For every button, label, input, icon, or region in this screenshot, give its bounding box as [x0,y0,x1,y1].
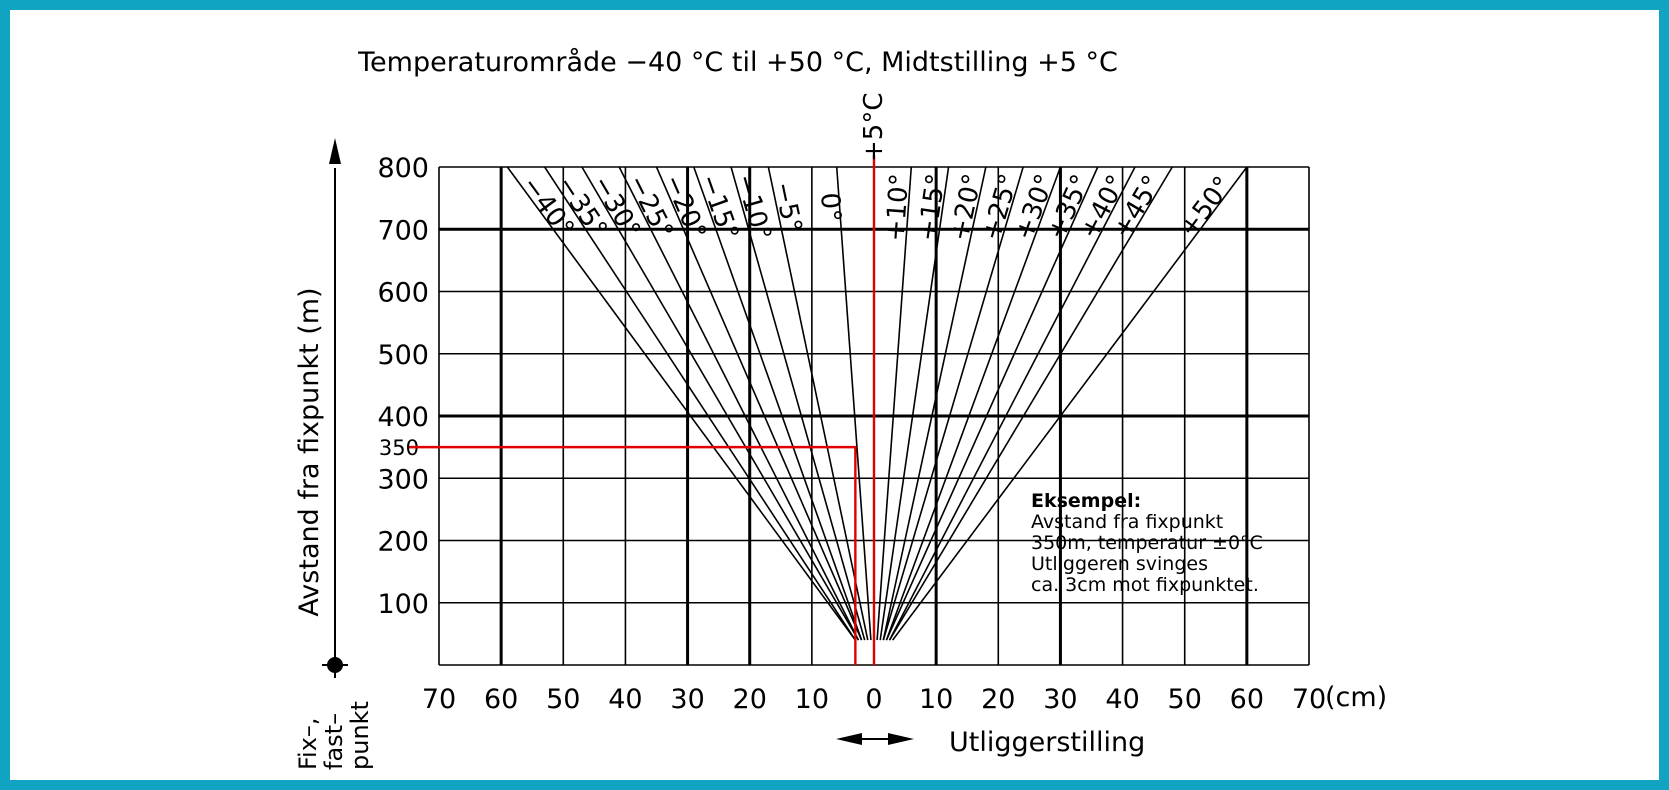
temperature-line [892,167,1248,641]
temperature-line [730,167,866,641]
origin-label-line-1: Fix–, [294,717,322,770]
midpoint-label: +5°C [859,93,889,162]
x-tick-label: 60 [1230,684,1264,715]
origin-label-line-2: fast– [320,713,348,770]
x-tick-label: 30 [670,684,704,715]
chart-title: Temperaturområde −40 °C til +50 °C, Midt… [357,47,1118,78]
x-tick-label: 60 [484,684,518,715]
example-line-5: ca. 3cm mot fixpunktet. [1031,574,1259,596]
example-line-2: Avstand fra fixpunkt [1031,511,1223,533]
x-tick-labels: 70 60 50 40 30 20 10 0 10 20 30 40 50 60 70 [422,684,1326,715]
temperature-line [879,167,950,641]
x-tick-label: 20 [981,684,1015,715]
temperature-line [888,167,1173,641]
temperature-line [885,167,1099,641]
y-tick-label: 500 [377,340,429,371]
temperature-line [882,167,1024,641]
x-tick-label: 30 [1043,684,1077,715]
example-line-1: Eksempel: [1031,490,1141,512]
temperature-line [618,167,860,641]
temperature-label: 0° [814,192,846,224]
temperature-line [581,167,860,641]
temperature-line [885,167,1062,641]
x-tick-label: 20 [733,684,767,715]
temperature-line [767,167,869,641]
x-tick-label: 10 [919,684,953,715]
temperature-line [655,167,863,641]
y-tick-label: 100 [377,589,429,620]
y-tick-label: 200 [377,527,429,558]
temperature-line [506,167,857,641]
temperature-lines [506,167,1248,641]
temperature-line [876,167,913,641]
x-axis-unit: (cm) [1325,682,1387,713]
y-axis-arrowhead [329,138,341,164]
x-tick-label: 40 [1105,684,1139,715]
y-tick-label: 700 [377,215,429,246]
example-highlight [409,155,876,665]
double-arrow-icon [836,733,914,745]
temperature-line [888,167,1136,641]
x-tick-label: 0 [865,684,882,715]
temperature-line [882,167,987,641]
example-line-3: 350m, temperatur ±0°C [1031,532,1263,554]
y-tick-label: 600 [377,278,429,309]
temperature-labels: −40°−35°−30°−25°−20°−15°−10°−5° 0° +10°+15… [515,170,1238,244]
x-axis-label: Utliggerstilling [949,727,1145,758]
origin-label-line-3: punkt [346,701,374,770]
x-tick-label: 70 [422,684,456,715]
temperature-label: +50° [1174,171,1239,243]
example-note: Eksempel: Avstand fra fixpunkt 350m, tem… [1031,490,1263,596]
x-tick-label: 10 [795,684,829,715]
temperature-line [543,167,857,641]
temperature-line [835,167,872,641]
y-tick-label: 300 [377,464,429,495]
y-tick-label: 400 [377,402,429,433]
y-axis-label: Avstand fra fixpunkt (m) [294,287,325,616]
temperature-line [693,167,863,641]
x-tick-label: 50 [1168,684,1202,715]
example-line-4: Utliggeren svinges [1031,553,1208,575]
x-tick-label: 70 [1292,684,1326,715]
x-tick-label: 50 [546,684,580,715]
temperature-label: +10° [880,172,915,242]
x-tick-label: 40 [608,684,642,715]
example-path [409,445,857,665]
y-tick-label: 800 [377,153,429,184]
